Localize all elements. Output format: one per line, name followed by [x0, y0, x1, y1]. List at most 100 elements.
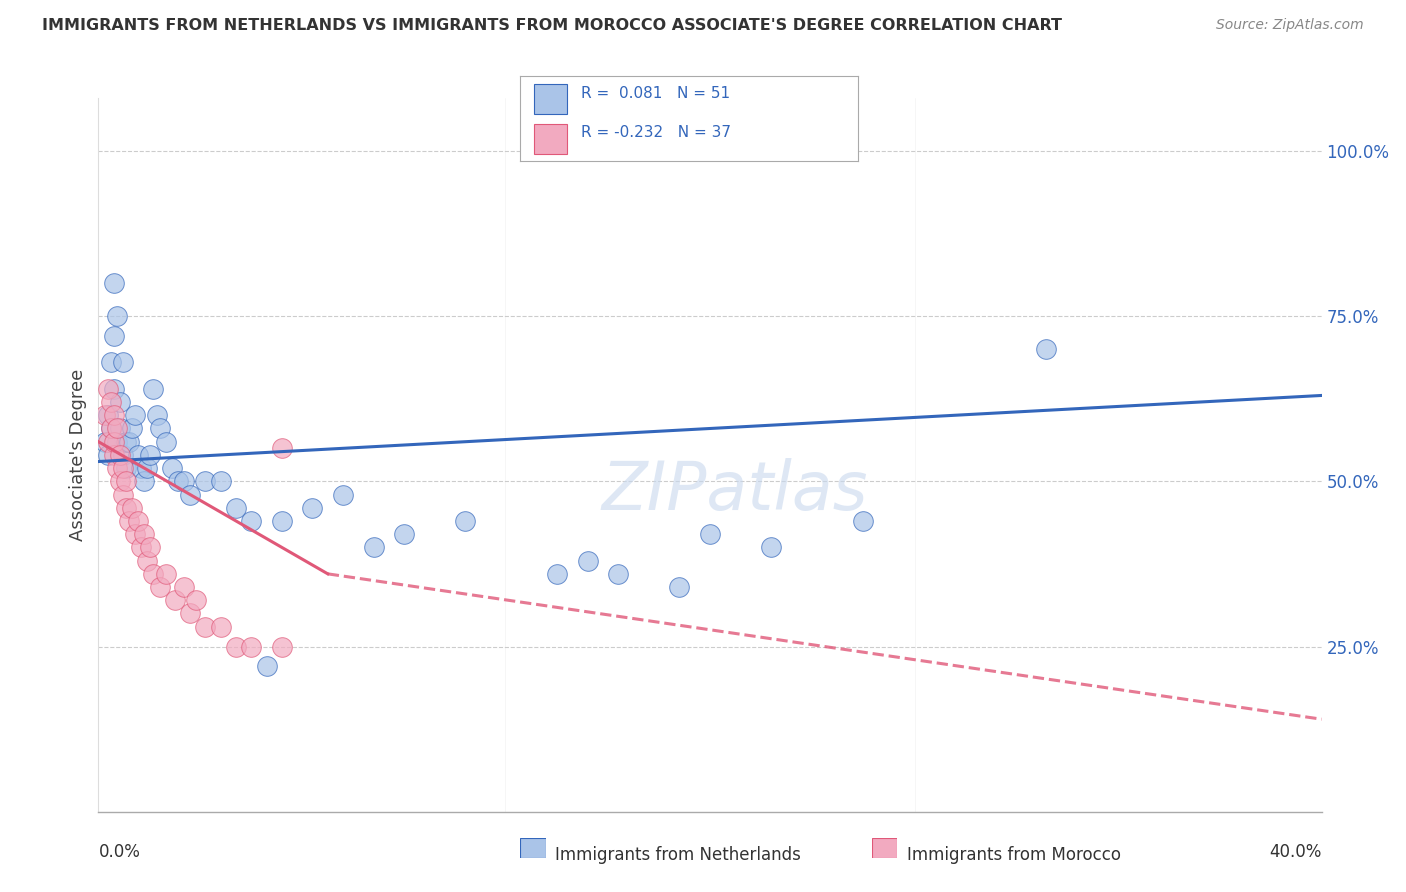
Text: R = -0.232   N = 37: R = -0.232 N = 37: [581, 125, 731, 140]
Point: [209, 620, 232, 634]
Point: [186, 593, 208, 607]
Point: [103, 276, 125, 290]
Point: [115, 461, 138, 475]
Point: [155, 434, 177, 449]
Text: Immigrants from Morocco: Immigrants from Morocco: [907, 846, 1121, 863]
Point: [111, 448, 134, 462]
Point: [93, 409, 115, 423]
Point: [240, 640, 263, 654]
Point: [100, 421, 122, 435]
Point: [111, 461, 134, 475]
Point: [225, 500, 247, 515]
Bar: [534, 124, 568, 153]
Point: [163, 593, 186, 607]
Point: [105, 434, 128, 449]
Point: [139, 541, 162, 555]
Point: [759, 541, 782, 555]
Point: [115, 500, 138, 515]
Point: [240, 514, 263, 528]
Point: [100, 395, 122, 409]
Point: [103, 382, 125, 396]
Point: [97, 409, 120, 423]
Point: [118, 514, 141, 528]
Text: 0.0%: 0.0%: [98, 843, 141, 861]
Point: [124, 527, 146, 541]
Y-axis label: Associate's Degree: Associate's Degree: [69, 368, 87, 541]
Point: [121, 500, 143, 515]
Point: [108, 475, 131, 489]
Point: [97, 434, 120, 449]
Point: [105, 309, 128, 323]
Point: [546, 566, 568, 581]
Point: [136, 461, 159, 475]
Point: [108, 421, 131, 435]
Point: [149, 421, 172, 435]
Point: [852, 514, 875, 528]
Point: [139, 448, 162, 462]
Point: [127, 448, 149, 462]
Point: [270, 640, 292, 654]
Text: Source: ZipAtlas.com: Source: ZipAtlas.com: [1216, 18, 1364, 32]
Point: [179, 487, 201, 501]
Point: [668, 580, 690, 594]
Point: [454, 514, 477, 528]
Point: [121, 421, 143, 435]
Point: [103, 448, 125, 462]
Point: [103, 409, 125, 423]
Point: [576, 554, 599, 568]
Point: [100, 421, 122, 435]
Point: [607, 566, 630, 581]
Point: [270, 514, 292, 528]
Text: 40.0%: 40.0%: [1270, 843, 1322, 861]
Point: [699, 527, 721, 541]
Point: [270, 442, 292, 456]
Point: [363, 541, 385, 555]
Point: [145, 409, 167, 423]
Point: [179, 607, 201, 621]
Point: [332, 487, 354, 501]
Point: [124, 409, 146, 423]
Text: Immigrants from Netherlands: Immigrants from Netherlands: [555, 846, 801, 863]
Point: [108, 395, 131, 409]
Point: [115, 434, 138, 449]
Point: [173, 580, 195, 594]
Point: [134, 475, 156, 489]
Text: IMMIGRANTS FROM NETHERLANDS VS IMMIGRANTS FROM MOROCCO ASSOCIATE'S DEGREE CORREL: IMMIGRANTS FROM NETHERLANDS VS IMMIGRANT…: [42, 18, 1062, 33]
Text: ZIPatlas: ZIPatlas: [602, 458, 868, 524]
Point: [1035, 342, 1057, 356]
Point: [93, 434, 115, 449]
Point: [155, 566, 177, 581]
Point: [209, 475, 232, 489]
Point: [108, 448, 131, 462]
Point: [115, 475, 138, 489]
Point: [225, 640, 247, 654]
Point: [167, 475, 190, 489]
Text: R =  0.081   N = 51: R = 0.081 N = 51: [581, 86, 730, 101]
Point: [149, 580, 172, 594]
Point: [194, 620, 217, 634]
Point: [160, 461, 183, 475]
Point: [105, 421, 128, 435]
Point: [194, 475, 217, 489]
Point: [173, 475, 195, 489]
Point: [118, 434, 141, 449]
Point: [111, 487, 134, 501]
Point: [129, 541, 152, 555]
Point: [97, 448, 120, 462]
Point: [97, 382, 120, 396]
Point: [103, 434, 125, 449]
Point: [142, 382, 165, 396]
Point: [136, 554, 159, 568]
Point: [103, 329, 125, 343]
Point: [256, 659, 278, 673]
Point: [129, 461, 152, 475]
Point: [392, 527, 416, 541]
Point: [134, 527, 156, 541]
Point: [142, 566, 165, 581]
Point: [301, 500, 323, 515]
Point: [127, 514, 149, 528]
Point: [111, 355, 134, 369]
Bar: [534, 85, 568, 114]
Point: [105, 461, 128, 475]
Point: [100, 355, 122, 369]
